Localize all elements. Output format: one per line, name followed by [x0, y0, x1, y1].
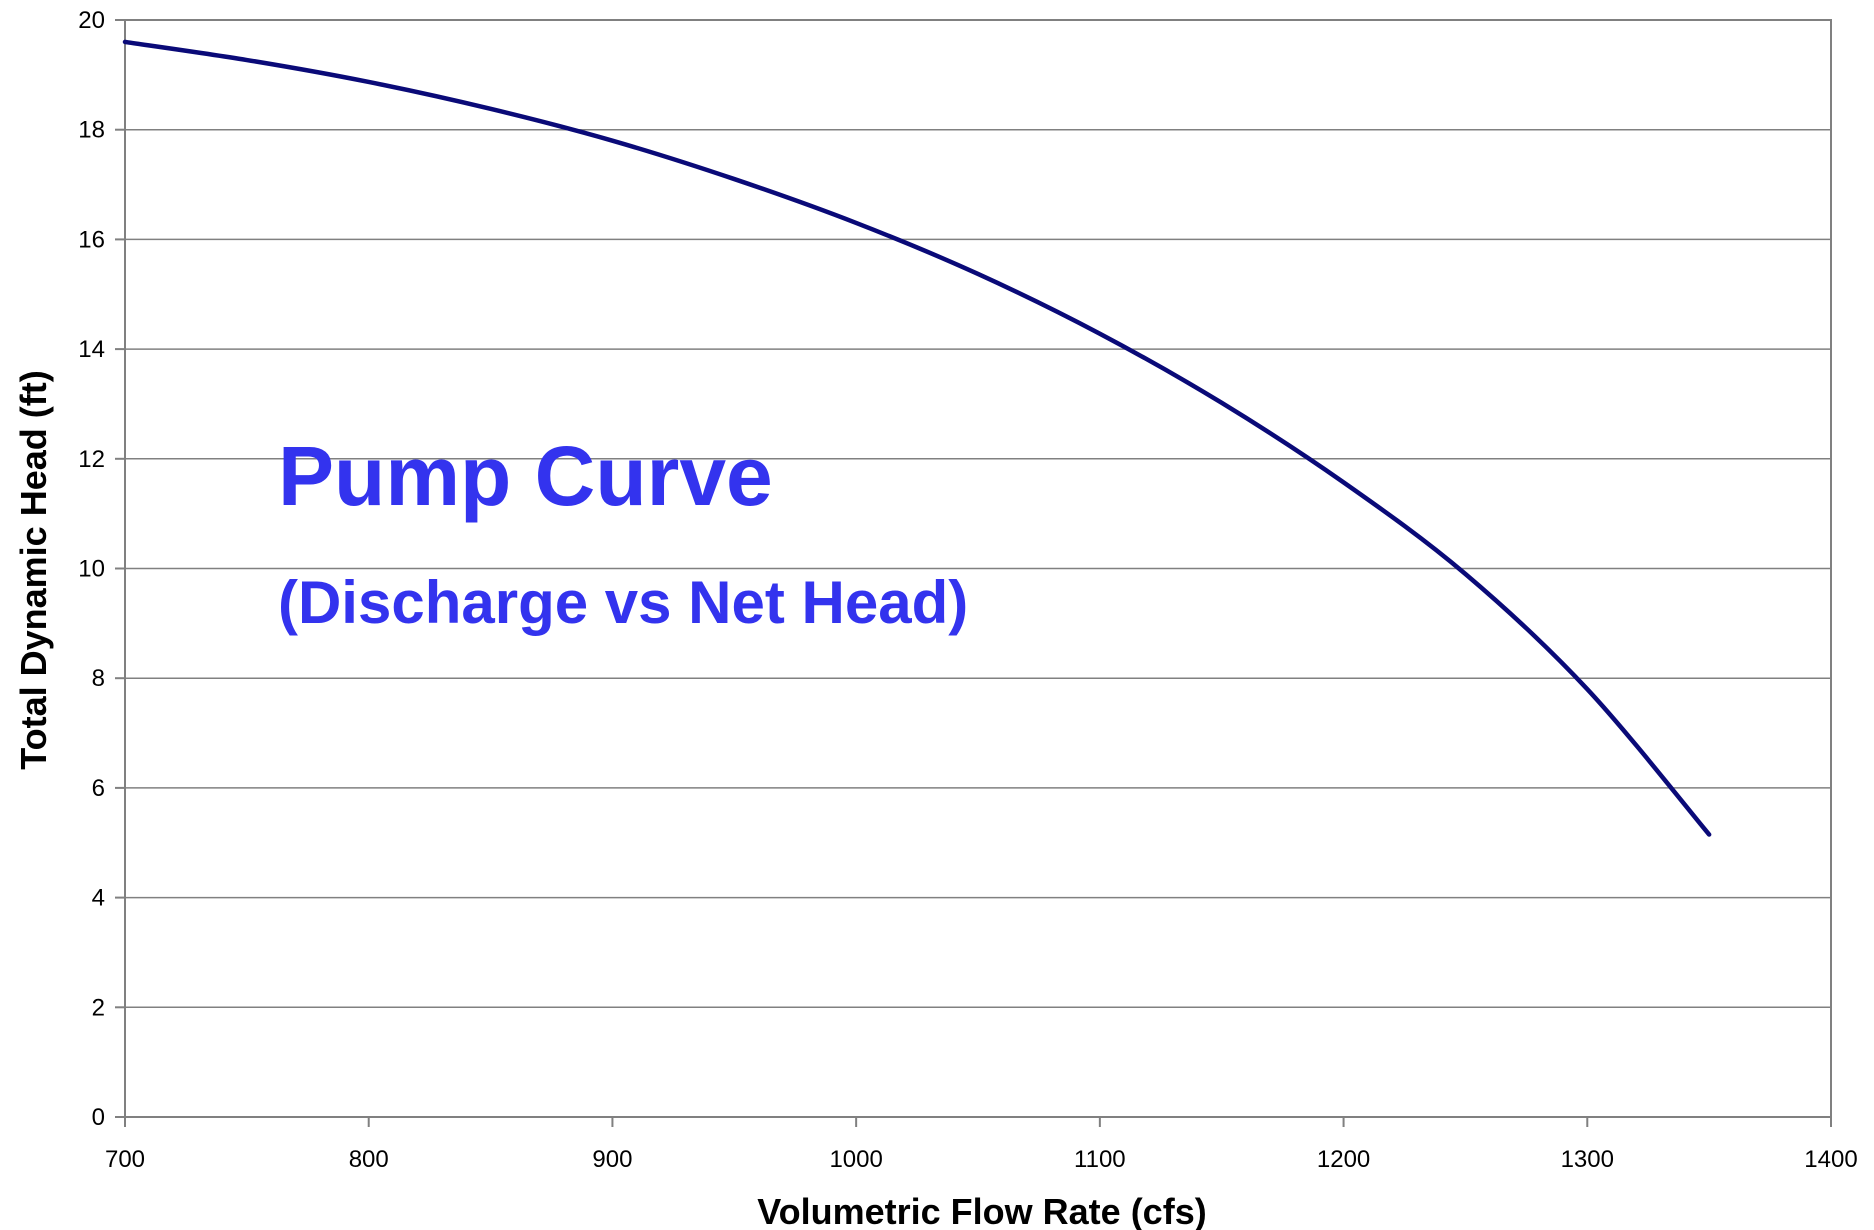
series-layer — [122, 39, 1712, 837]
x-tick-label-1000: 1000 — [829, 1146, 882, 1173]
y-tick-label-16: 16 — [78, 226, 105, 253]
y-tick-label-18: 18 — [78, 117, 105, 144]
y-tick-label-20: 20 — [78, 7, 105, 34]
series-line-0 — [122, 39, 1712, 837]
y-tick-label-12: 12 — [78, 446, 105, 473]
annotation-title: Pump Curve — [278, 429, 773, 523]
y-tick-label-0: 0 — [92, 1104, 105, 1131]
y-tick-label-10: 10 — [78, 556, 105, 583]
axis-ticks — [115, 19, 1832, 1127]
x-tick-label-900: 900 — [592, 1146, 632, 1173]
x-tick-labels: 700 800 900 1000 1100 1200 1300 1400 — [105, 1146, 1858, 1173]
y-tick-label-4: 4 — [92, 885, 105, 912]
x-tick-label-1300: 1300 — [1561, 1146, 1614, 1173]
x-tick-label-1400: 1400 — [1804, 1146, 1857, 1173]
y-tick-label-8: 8 — [92, 665, 105, 692]
y-axis-title: Total Dynamic Head (ft) — [13, 370, 54, 769]
x-axis-title: Volumetric Flow Rate (cfs) — [757, 1191, 1206, 1230]
x-tick-label-1100: 1100 — [1074, 1146, 1126, 1173]
x-tick-label-700: 700 — [105, 1146, 145, 1173]
grid-lines — [125, 128, 1831, 1009]
y-tick-labels: 0 2 4 6 8 10 12 14 16 18 20 — [78, 7, 105, 1131]
y-tick-label-2: 2 — [92, 994, 105, 1021]
x-tick-label-1200: 1200 — [1317, 1146, 1370, 1173]
x-tick-label-800: 800 — [349, 1146, 389, 1173]
y-tick-label-14: 14 — [78, 336, 105, 363]
annotation-subtitle: (Discharge vs Net Head) — [278, 569, 968, 636]
y-tick-label-6: 6 — [92, 775, 105, 802]
